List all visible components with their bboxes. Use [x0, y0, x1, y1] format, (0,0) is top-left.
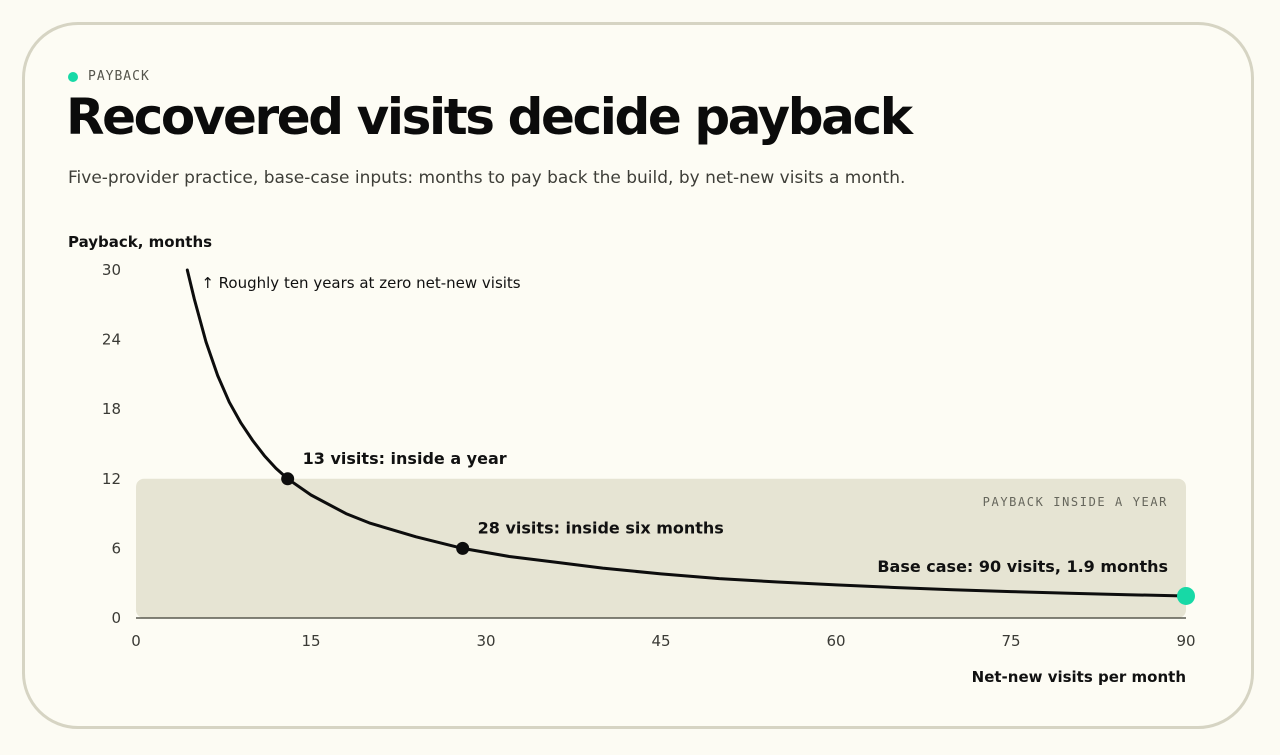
x-tick-label: 90	[1176, 632, 1195, 650]
eyebrow: PAYBACK	[68, 69, 150, 84]
y-tick-label: 12	[102, 470, 121, 488]
annotation-label: ↑ Roughly ten years at zero net-new visi…	[201, 274, 520, 292]
eyebrow-label: PAYBACK	[88, 69, 150, 84]
band-label: PAYBACK INSIDE A YEAR	[983, 495, 1168, 509]
x-tick-label: 75	[1001, 632, 1020, 650]
y-axis-ticks: 0 6 12 18 24 30	[102, 261, 121, 627]
base-case-marker	[1177, 586, 1195, 605]
annotations: ↑ Roughly ten years at zero net-new visi…	[201, 274, 1168, 576]
y-tick-label: 6	[111, 539, 121, 557]
y-tick-label: 0	[111, 609, 121, 627]
x-axis-title: Net-new visits per month	[972, 668, 1186, 686]
payback-curve	[185, 268, 1188, 598]
x-tick-label: 45	[651, 632, 670, 650]
accent-dot-icon	[68, 71, 78, 82]
payback-band	[136, 478, 1186, 618]
milestone-marker	[281, 472, 295, 486]
x-tick-label: 15	[301, 632, 320, 650]
page-title: Recovered visits decide payback	[66, 88, 913, 146]
annotation-label: 13 visits: inside a year	[303, 449, 507, 468]
milestone-marker	[456, 541, 470, 555]
y-tick-label: 18	[102, 400, 121, 418]
y-axis-title: Payback, months	[68, 233, 212, 251]
page-subtitle: Five-provider practice, base-case inputs…	[68, 168, 906, 188]
annotation-label: 28 visits: inside six months	[478, 518, 724, 537]
x-tick-label: 0	[131, 632, 141, 650]
x-tick-label: 30	[476, 632, 495, 650]
annotation-label: Base case: 90 visits, 1.9 months	[877, 557, 1168, 576]
y-tick-label: 30	[102, 261, 121, 279]
x-tick-label: 60	[826, 632, 845, 650]
x-axis-ticks: 0 15 30 45 60 75 90	[131, 632, 1195, 650]
y-tick-label: 24	[102, 331, 121, 349]
annotation-markers	[281, 472, 1195, 605]
